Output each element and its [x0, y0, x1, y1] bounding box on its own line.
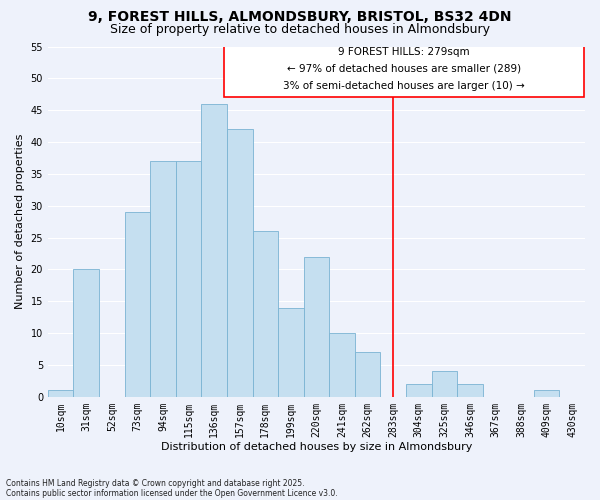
Bar [253, 231, 278, 397]
Bar [534, 390, 559, 397]
Bar [457, 384, 482, 397]
Bar [202, 104, 227, 397]
Bar [125, 212, 150, 397]
Bar [73, 270, 99, 397]
Text: Contains HM Land Registry data © Crown copyright and database right 2025.: Contains HM Land Registry data © Crown c… [6, 478, 305, 488]
Bar [329, 333, 355, 397]
Text: Size of property relative to detached houses in Almondsbury: Size of property relative to detached ho… [110, 22, 490, 36]
Bar [176, 161, 202, 397]
Bar [227, 130, 253, 397]
Text: ← 97% of detached houses are smaller (289): ← 97% of detached houses are smaller (28… [287, 64, 521, 74]
Bar [48, 390, 73, 397]
Text: 9, FOREST HILLS, ALMONDSBURY, BRISTOL, BS32 4DN: 9, FOREST HILLS, ALMONDSBURY, BRISTOL, B… [88, 10, 512, 24]
Bar [224, 42, 584, 98]
Bar [431, 372, 457, 397]
Bar [355, 352, 380, 397]
Bar [278, 308, 304, 397]
Bar [150, 161, 176, 397]
Text: Contains public sector information licensed under the Open Government Licence v3: Contains public sector information licen… [6, 488, 338, 498]
Bar [406, 384, 431, 397]
X-axis label: Distribution of detached houses by size in Almondsbury: Distribution of detached houses by size … [161, 442, 472, 452]
Text: 9 FOREST HILLS: 279sqm: 9 FOREST HILLS: 279sqm [338, 46, 470, 56]
Text: 3% of semi-detached houses are larger (10) →: 3% of semi-detached houses are larger (1… [283, 81, 525, 91]
Bar [304, 256, 329, 397]
Y-axis label: Number of detached properties: Number of detached properties [15, 134, 25, 310]
